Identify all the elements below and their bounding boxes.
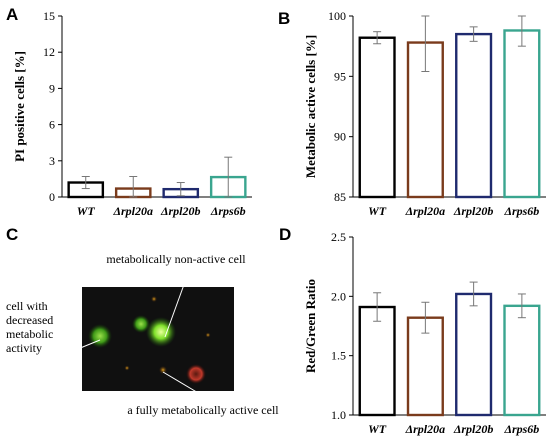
panel-label-b: B [278,9,290,28]
x-tick-label: Δrps6b [210,204,246,218]
y-tick-label: 3 [49,154,55,168]
y-tick-label: 2.0 [331,289,346,303]
y-tick-label: 90 [334,130,346,144]
pointer-line [164,267,191,338]
cell-small [205,332,211,338]
cell-fully-active [159,366,167,374]
cell-small [151,296,157,302]
y-tick-label: 1.0 [331,408,346,422]
bar [455,292,493,417]
y-tick-label: 0 [49,190,55,204]
label-decreased-4: activity [6,341,42,355]
label-non-active: metabolically non-active cell [106,252,246,266]
label-decreased-2: decreased [6,313,53,327]
x-tick-label: WT [77,204,96,218]
pointer-line [162,371,206,398]
x-tick-label: Δrpl20b [453,204,494,218]
x-tick-label: WT [368,422,387,436]
x-tick-label: Δrpl20a [405,422,446,436]
y-tick-label: 6 [49,118,55,132]
y-tick-label: 95 [334,69,346,83]
bar [358,305,396,417]
cell-green [132,315,150,333]
y-tick-label: 15 [43,9,55,23]
y-tick-label: 9 [49,81,55,95]
label-decreased-1: cell with [6,299,48,313]
y-tick-label: 1.5 [331,349,346,363]
x-tick-label: Δrpl20a [405,204,446,218]
bar [503,29,541,199]
panel-label-c: C [6,225,18,244]
y-tick-label: 12 [43,45,55,59]
y-tick-label: 85 [334,190,346,204]
bar [358,36,396,199]
y-tick-label: 2.5 [331,230,346,244]
y-tick-label: 100 [328,9,346,23]
bar [406,316,444,417]
microscopy-panel: metabolically non-active cell cell with … [6,252,279,417]
y-axis-label: Red/Green Ratio [303,279,318,373]
label-decreased-3: metabolic [6,327,53,341]
x-tick-label: Δrpl20b [160,204,201,218]
cell-non-active [146,317,176,347]
cell-decreased-activity [88,324,112,348]
pointer-line [57,339,101,358]
chart-pi-positive: 0 3 6 9 12 15 PI positive cells [%] WT Δrpl20a Δr… [12,9,252,218]
x-tick-label: WT [368,204,387,218]
y-axis-label: Metabolic active cells [%] [303,35,318,178]
cell-small [124,365,130,371]
bar [455,32,493,199]
x-tick-label: Δrps6b [503,204,539,218]
label-fully-active: a fully metabolically active cell [127,403,279,417]
x-tick-label: Δrps6b [503,422,539,436]
chart-metabolic-active: 85 90 95 100 Metabolic active cells [%] WT Δrp… [303,9,546,218]
bar [503,304,541,417]
x-tick-label: Δrpl20b [453,422,494,436]
panel-label-a: A [6,5,18,24]
chart-red-green-ratio: 1.0 1.5 2.0 2.5 Red/Green Ratio WT Δrpl20a Δrpl… [303,230,546,436]
y-axis-label: PI positive cells [%] [12,51,27,162]
cell-red-ring [186,364,206,384]
x-tick-label: Δrpl20a [112,204,153,218]
panel-label-d: D [279,225,291,244]
